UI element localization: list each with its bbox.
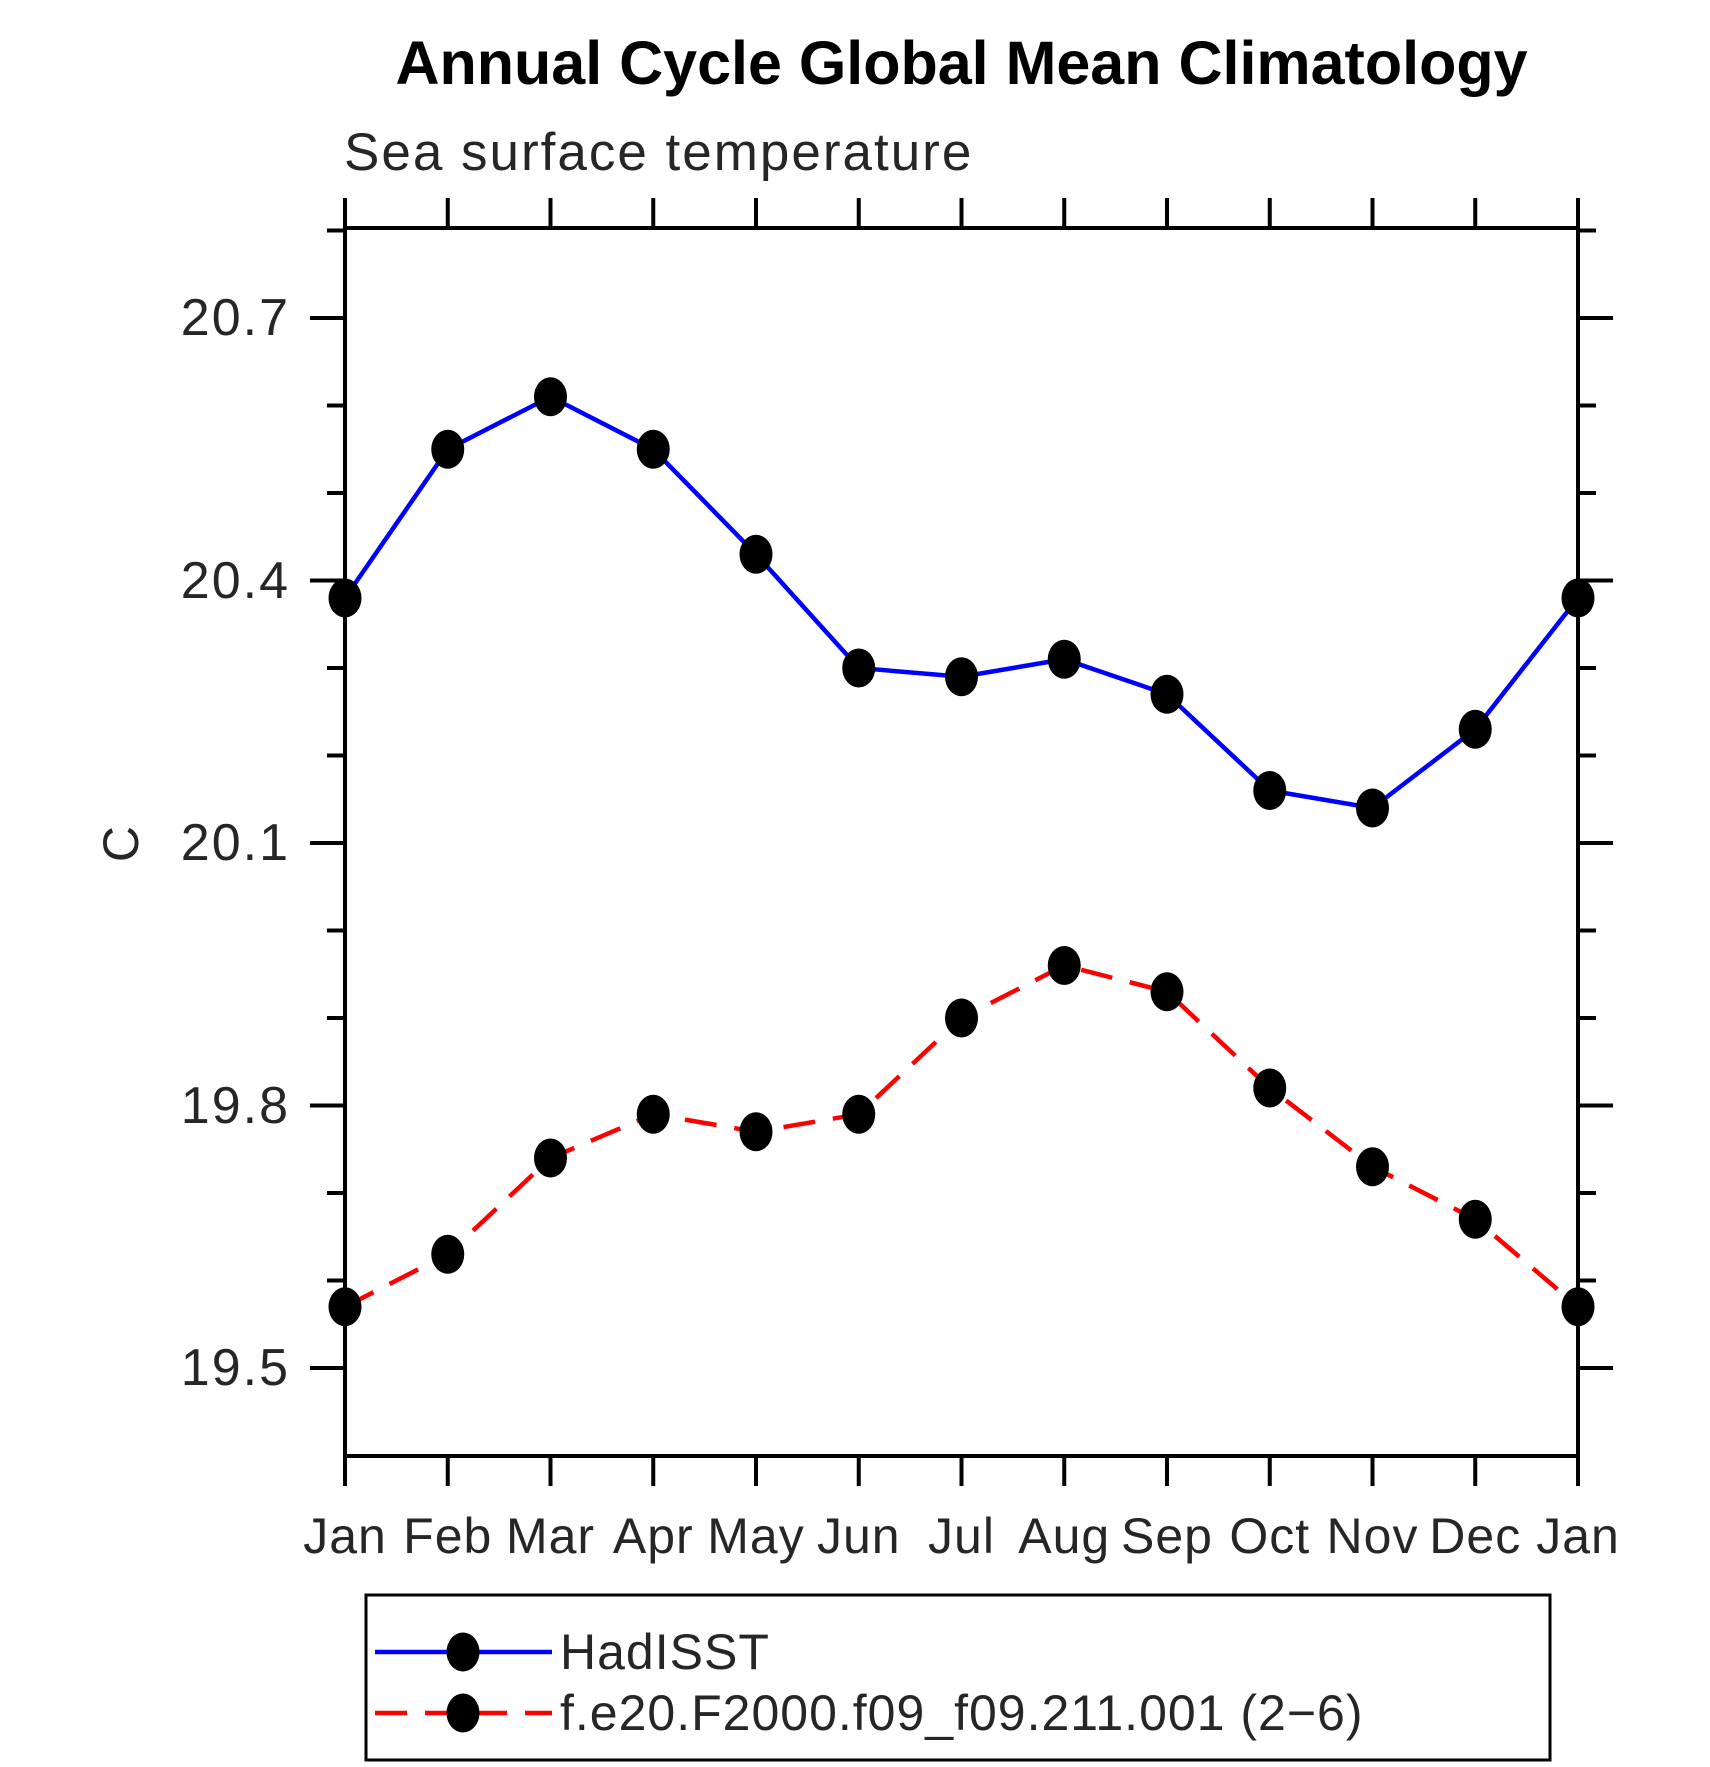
data-point-marker [636,1094,670,1134]
x-tick-label: Jun [816,1508,901,1564]
data-point-marker [945,998,978,1038]
x-tick-label: Mar [505,1508,596,1564]
y-tick-label: 19.8 [180,1076,290,1135]
data-point-marker [1150,972,1184,1012]
x-tick-label: Jan [1536,1508,1620,1564]
data-point-marker [431,1234,465,1274]
data-point-marker [1458,709,1492,749]
data-point-marker [1253,771,1287,810]
x-tick-label: Dec [1429,1508,1522,1564]
x-tick-label: Nov [1326,1508,1419,1564]
data-point-marker [842,648,876,688]
data-point-marker [842,1094,876,1134]
x-tick-label: Jul [928,1508,995,1564]
data-point-marker [328,578,362,618]
data-point-marker [1356,788,1389,828]
data-point-marker [1253,1068,1287,1108]
x-tick-label: Sep [1121,1508,1213,1564]
plot-frame [343,226,1580,1458]
data-point-marker [945,657,978,697]
data-point-marker [1356,1147,1389,1187]
hadisst-line [343,394,1580,811]
legend-box [364,1593,1552,1762]
x-tick-label: May [707,1508,805,1564]
legend-label: HadISST [560,1624,770,1680]
legend-marker-sample [446,1693,480,1733]
data-point-marker [1458,1199,1492,1239]
data-point-marker [431,429,465,469]
data-point-marker [328,1287,362,1327]
legend-label: f.e20.F2000.f09_f09.211.001 (2−6) [560,1685,1364,1741]
x-tick-label: Apr [612,1508,694,1564]
y-tick-label: 19.5 [180,1339,290,1397]
y-tick-label: 20.4 [180,551,290,610]
chart-subtitle: Sea surface temperature [344,123,974,182]
data-point-marker [534,377,567,417]
x-tick-label: Aug [1018,1508,1111,1564]
data-point-marker [739,1112,773,1152]
data-point-marker [739,534,773,574]
data-point-marker [1561,578,1595,618]
data-point-marker [1150,674,1184,714]
x-tick-label: Jan [303,1508,387,1564]
legend-marker-sample [446,1632,480,1672]
y-tick-label: 20.7 [180,289,290,347]
data-point-marker [1561,1287,1595,1327]
y-tick-label: 20.1 [180,814,290,872]
data-point-marker [1047,639,1081,679]
x-tick-label: Oct [1229,1508,1311,1564]
data-point-marker [1047,946,1081,985]
data-point-marker [534,1138,567,1178]
x-tick-label: Feb [403,1508,493,1564]
chart-title: Annual Cycle Global Mean Climatology [395,29,1528,97]
data-point-marker [636,429,670,469]
